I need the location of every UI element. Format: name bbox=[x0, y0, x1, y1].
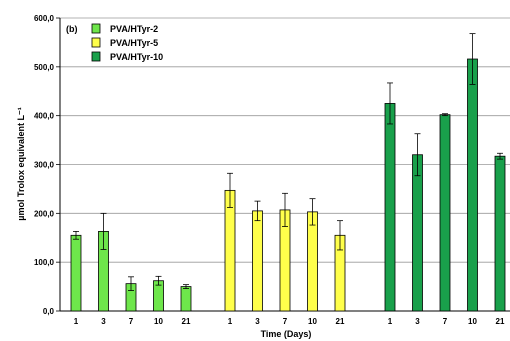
x-tick-label: 7 bbox=[129, 317, 134, 326]
legend-label-3: PVA/HTyr-10 bbox=[110, 52, 163, 62]
bars-layer bbox=[70, 33, 506, 312]
bar bbox=[252, 210, 263, 312]
gridlines bbox=[60, 17, 510, 263]
x-axis-label: Time (Days) bbox=[261, 329, 312, 339]
y-axis-label: µmol Trolox equivalent L⁻¹ bbox=[16, 107, 26, 220]
bar bbox=[467, 58, 478, 312]
x-tick-label: 21 bbox=[182, 317, 191, 326]
bar bbox=[70, 234, 82, 312]
bar bbox=[412, 154, 423, 312]
x-tick-label: 3 bbox=[415, 317, 420, 326]
tick-labels: 0,0 100,0 200,0 300,0 400,0 500,0 600,0 1 3 7 10 21… bbox=[34, 14, 505, 326]
bar bbox=[180, 286, 192, 312]
legend: PVA/HTyr-2 PVA/HTyr-5 PVA/HTyr-10 bbox=[91, 23, 163, 62]
legend-swatch-2 bbox=[91, 37, 101, 48]
y-tick-label: 100,0 bbox=[34, 258, 55, 267]
bar bbox=[384, 103, 396, 312]
x-tick-label: 10 bbox=[468, 317, 477, 326]
x-tick-label: 10 bbox=[308, 317, 317, 326]
bar bbox=[439, 114, 451, 312]
x-tick-label: 1 bbox=[74, 317, 79, 326]
x-tick-label: 1 bbox=[388, 317, 393, 326]
x-tick-label: 7 bbox=[283, 317, 288, 326]
panel-label: (b) bbox=[66, 24, 78, 34]
legend-swatch-1 bbox=[91, 23, 101, 34]
x-tick-label: 3 bbox=[101, 317, 106, 326]
bar bbox=[494, 155, 506, 312]
x-tick-label: 10 bbox=[154, 317, 163, 326]
bar bbox=[224, 189, 236, 312]
x-tick-label: 21 bbox=[336, 317, 345, 326]
legend-label-1: PVA/HTyr-2 bbox=[110, 24, 158, 34]
x-tick-label: 7 bbox=[443, 317, 448, 326]
y-tick-label: 600,0 bbox=[34, 14, 55, 23]
x-tick-label: 21 bbox=[496, 317, 505, 326]
legend-label-2: PVA/HTyr-5 bbox=[110, 38, 158, 48]
x-tick-label: 3 bbox=[255, 317, 260, 326]
x-tick-label: 1 bbox=[228, 317, 233, 326]
y-tick-label: 500,0 bbox=[34, 63, 55, 72]
bar bbox=[307, 211, 318, 312]
legend-swatch-3 bbox=[91, 51, 101, 62]
y-tick-label: 200,0 bbox=[34, 209, 55, 218]
y-tick-label: 0,0 bbox=[43, 307, 55, 316]
y-tick-label: 300,0 bbox=[34, 161, 55, 170]
y-tick-label: 400,0 bbox=[34, 112, 55, 121]
